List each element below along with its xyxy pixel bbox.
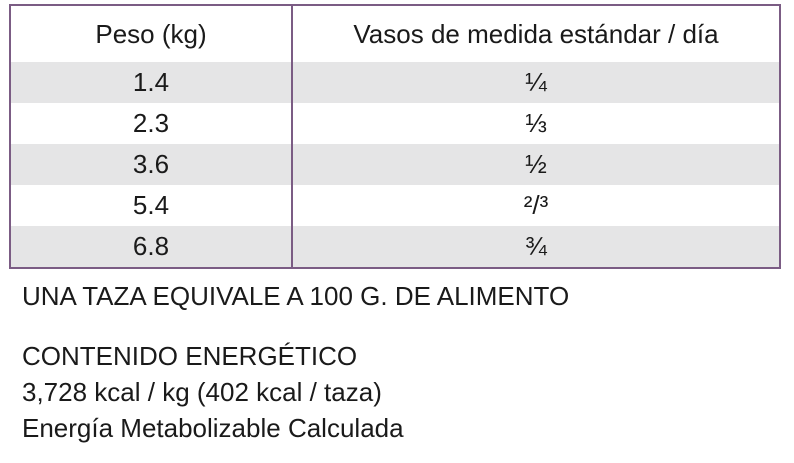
weight-cell: 2.3 (10, 103, 293, 144)
header-row: Peso (kg) Vasos de medida estándar / día (10, 5, 780, 62)
header-cell: Vasos de medida estándar / día (353, 19, 719, 49)
cups-cell: ½ (292, 144, 780, 185)
weight-cell: 6.8 (10, 226, 293, 268)
table-body: 1.4 ¼ 2.3 ⅓ 3.6 ½ 5.4 ²/³ 6.8 ¾ (10, 62, 780, 268)
cups-cell: ¼ (292, 62, 780, 103)
energy-line: 3,728 kcal / kg (402 kcal / taza) (22, 377, 382, 407)
weight-cell: 1.4 (10, 62, 293, 103)
header-cell: Peso (kg) (10, 5, 293, 62)
weight-cell: 5.4 (10, 185, 293, 226)
energy-title: CONTENIDO ENERGÉTICO (22, 341, 358, 371)
table-row: 5.4 ²/³ (10, 185, 780, 226)
table-row: 3.6 ½ (10, 144, 780, 185)
feeding-table: Peso (kg) Vasos de medida estándar / día… (9, 4, 781, 269)
cups-cell: ²/³ (523, 190, 549, 220)
weight-cell: 3.6 (10, 144, 293, 185)
table-row: 2.3 ⅓ (10, 103, 780, 144)
cups-cell: ¾ (292, 226, 780, 268)
table-row: 6.8 ¾ (10, 226, 780, 268)
note: UNA TAZA EQUIVALE A 100 G. DE ALIMENTO (22, 281, 570, 311)
energy-line: Energía Metabolizable Calculada (22, 413, 404, 443)
cups-cell: ⅓ (525, 108, 547, 138)
table-row: 1.4 ¼ (10, 62, 780, 103)
